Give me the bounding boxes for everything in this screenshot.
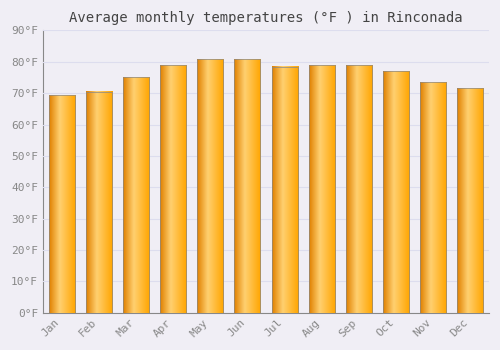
Bar (160, 65, 186, 313)
Bar (346, 65, 372, 313)
Title: Average monthly temperatures (°F ) in Rinconada: Average monthly temperatures (°F ) in Ri… (69, 11, 462, 25)
Bar (458, 89, 483, 313)
Bar (308, 65, 334, 313)
Bar (123, 77, 149, 313)
Bar (197, 59, 223, 313)
Bar (48, 95, 74, 313)
Bar (272, 66, 297, 313)
Bar (234, 59, 260, 313)
Bar (420, 82, 446, 313)
Bar (86, 92, 112, 313)
Bar (383, 71, 409, 313)
